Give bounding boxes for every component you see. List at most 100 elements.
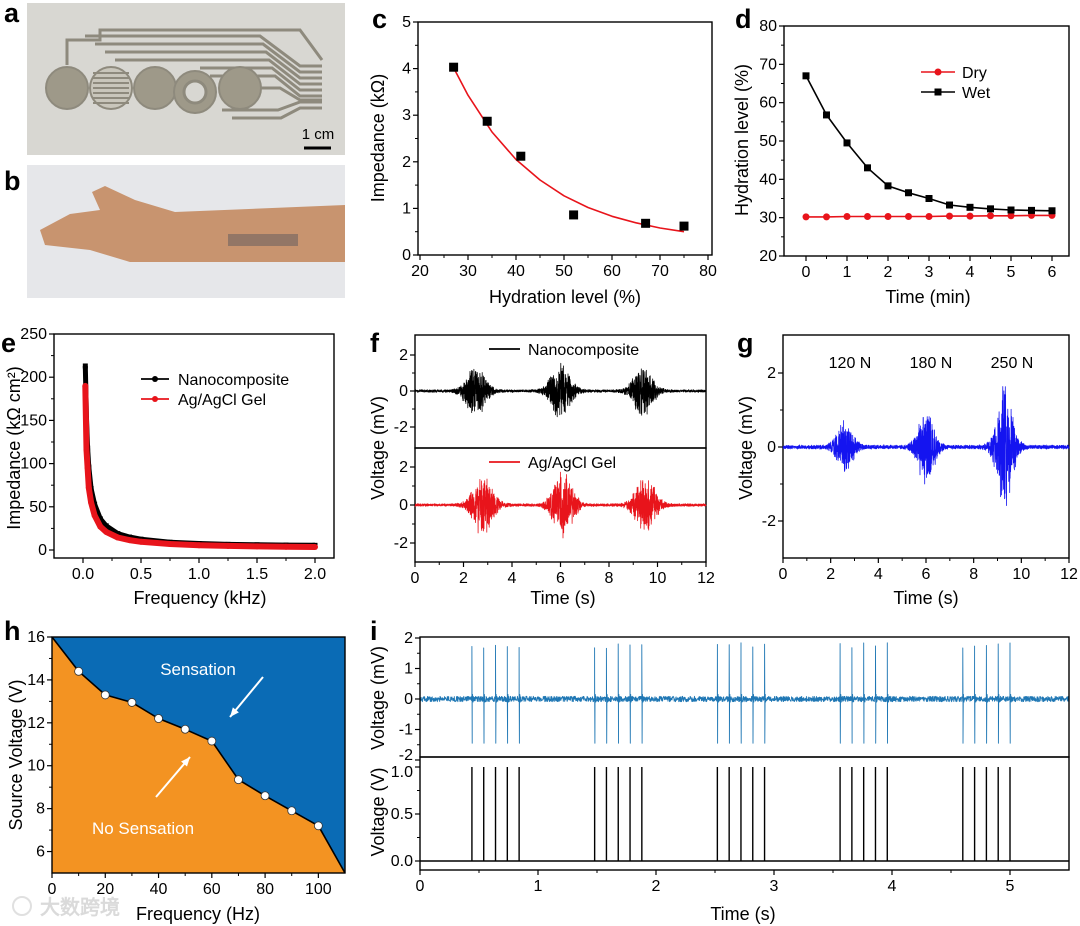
y-axis-label-top: Voltage (mV) [368,646,388,750]
data-point [987,212,994,220]
signal-0-trace [414,362,707,418]
y-tick-label: 150 [20,412,47,429]
y-axis-label: Hydration level (%) [732,64,752,216]
force-label: 120 N [829,355,872,372]
y-axis-label-bottom: Voltage (V) [368,767,388,856]
data-point [449,62,459,72]
y-axis-label: Voltage (mV) [736,396,756,500]
electrode-trace [232,106,322,120]
x-tick-label: 10 [649,570,667,587]
fit-curve [452,67,685,233]
plot-e-frame [53,333,335,559]
data-point [283,543,289,550]
data-point [966,212,974,220]
data-point [864,213,871,221]
x-tick-label: 4 [966,264,975,281]
data-point [100,690,110,700]
watermark: 大数跨境 [40,895,120,919]
data-point [884,182,892,190]
threshold-line [51,636,346,874]
region-label-no-sensation: No Sensation [92,819,194,838]
x-tick-label: 1.5 [246,566,268,583]
x-tick-label: 12 [697,570,715,587]
data-point [127,698,137,707]
y-tick-label: 2 [399,459,408,476]
legend-label: Dry [962,65,987,82]
plot-h-frame [51,636,346,874]
x-tick-label: 10 [1012,566,1030,583]
data-point [987,205,994,213]
data-point [83,446,90,453]
x-tick-label: 2 [652,878,661,895]
y-axis-label: Source Voltage (V) [6,679,26,830]
y-tick-label: 1 [402,200,411,217]
x-tick-label: 6 [556,570,565,587]
x-tick-label: 1 [843,264,852,281]
data-point [82,363,88,369]
y-tick-label: 10 [27,758,45,775]
data-point [966,203,974,211]
x-tick-label: 6 [1048,264,1057,281]
panel-letter-b: b [4,166,21,196]
data-point [180,724,190,734]
data-point [802,72,810,80]
x-tick-label: 2 [459,570,468,587]
x-tick-label: 0 [48,881,57,898]
data-point [260,791,270,801]
data-point [802,213,810,221]
electrode-trace [105,50,322,80]
legend-label: Wet [962,85,991,102]
panel-letter-c: c [372,4,387,34]
x-tick-label: 5 [1007,264,1016,281]
x-tick-label: 4 [874,566,883,583]
y-tick-label: 0 [404,691,413,708]
data-point [225,542,231,549]
x-tick-label: 1.0 [188,566,210,583]
x-tick-label: 1 [534,878,543,895]
electrode-pad [218,66,262,110]
x-tick-label: 20 [411,263,429,280]
y-tick-label: 0 [402,247,411,264]
x-tick-label: 5 [1006,878,1015,895]
scale-bar-label: 1 cm [302,126,335,143]
x-tick-label: 80 [256,881,274,898]
y-tick-label: 16 [27,629,45,646]
watermark-logo-icon [12,896,32,916]
signal-1-trace [414,471,707,539]
data-point [1028,206,1035,214]
y-tick-label: 6 [36,844,45,861]
y-tick-label: 1 [404,661,413,678]
y-tick-label: 0 [399,497,408,514]
x-tick-label: 0 [802,264,811,281]
y-tick-label: -2 [762,513,776,530]
x-axis-label: Frequency (kHz) [133,588,266,608]
y-tick-label: 5 [402,14,411,31]
x-tick-label: 60 [603,263,621,280]
legend-label: Nanocomposite [528,342,639,359]
series-1-line [82,385,316,550]
x-tick-label: 30 [459,263,477,280]
arrow-icon-head [230,707,239,717]
y-tick-label: 0.0 [391,853,413,870]
data-point [97,523,104,530]
x-axis-label: Time (s) [710,904,775,924]
x-tick-label: 6 [922,566,931,583]
y-tick-label: 250 [20,326,47,343]
x-tick-label: 4 [508,570,517,587]
x-tick-label: 12 [1060,566,1078,583]
x-tick-label: 0 [779,566,788,583]
data-point [1007,212,1015,220]
legend-label: Ag/AgCl Gel [178,392,266,409]
x-tick-label: 2.0 [304,566,326,583]
legend-marker [934,68,942,76]
panel-letter-h: h [4,616,21,646]
data-point [946,212,953,220]
x-tick-label: 40 [150,881,168,898]
y-tick-label: 30 [759,210,777,227]
data-point [823,213,830,221]
electrode-pad [45,66,89,110]
data-point [154,714,163,723]
x-axis-label: Time (s) [530,588,595,608]
x-tick-label: 8 [969,566,978,583]
plot-d-frame [783,25,1070,257]
